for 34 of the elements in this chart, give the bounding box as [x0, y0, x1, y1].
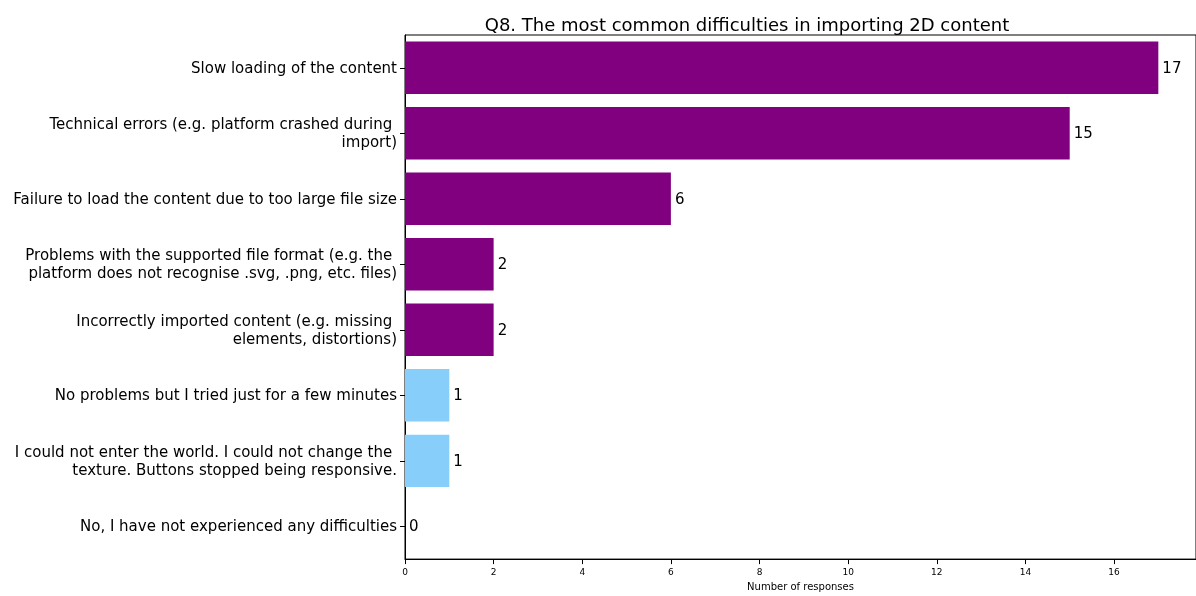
- x-tick-label: 10: [842, 566, 855, 577]
- y-tick-label: Incorrectly imported content (e.g. missing elements, distortions): [76, 311, 397, 348]
- y-tick-label: No problems but I tried just for a few minutes: [54, 386, 398, 405]
- y-tick-label: Failure to load the content due to too large file size: [13, 189, 397, 208]
- data-label: 15: [1073, 124, 1093, 143]
- chart-title: Q8. The most common difficulties in importing 2D content: [484, 13, 1010, 35]
- x-tick-label: 2: [490, 566, 497, 577]
- y-tick-label: No, I have not experienced any difficulties: [79, 517, 398, 536]
- x-tick-label: 8: [756, 566, 763, 577]
- data-label: 2: [497, 320, 508, 339]
- bar: [405, 238, 494, 291]
- bar: [405, 303, 494, 357]
- x-tick-label: 14: [1019, 566, 1032, 577]
- y-tick-label: Technical errors (e.g. platform crashed during import): [48, 115, 397, 152]
- bar: [405, 434, 450, 488]
- data-label: 6: [674, 189, 685, 208]
- bar: [405, 107, 1070, 160]
- y-tick-label: Slow loading of the content: [191, 58, 398, 77]
- data-label: 1: [453, 386, 463, 405]
- x-tick-label: 4: [579, 566, 586, 577]
- data-label: 0: [409, 517, 419, 536]
- bar: [405, 172, 671, 225]
- data-label: 17: [1162, 58, 1182, 77]
- data-label: 2: [497, 255, 508, 274]
- x-axis-title: Number of responses: [747, 580, 854, 592]
- bar: [405, 41, 1159, 94]
- x-tick-label: 6: [668, 566, 675, 577]
- x-tick-label: 12: [931, 566, 943, 577]
- y-tick-label: I could not enter the world. I could not change the texture. Buttons stopped being responsive.: [14, 442, 397, 479]
- bar: [405, 369, 450, 422]
- x-tick-label: 0: [402, 566, 409, 577]
- data-label: 1: [453, 451, 463, 470]
- x-tick-label: 16: [1108, 566, 1121, 577]
- y-tick-label: Problems with the supported file format (e.g. the platform does not recognise .svg, .png, etc. files): [25, 246, 397, 283]
